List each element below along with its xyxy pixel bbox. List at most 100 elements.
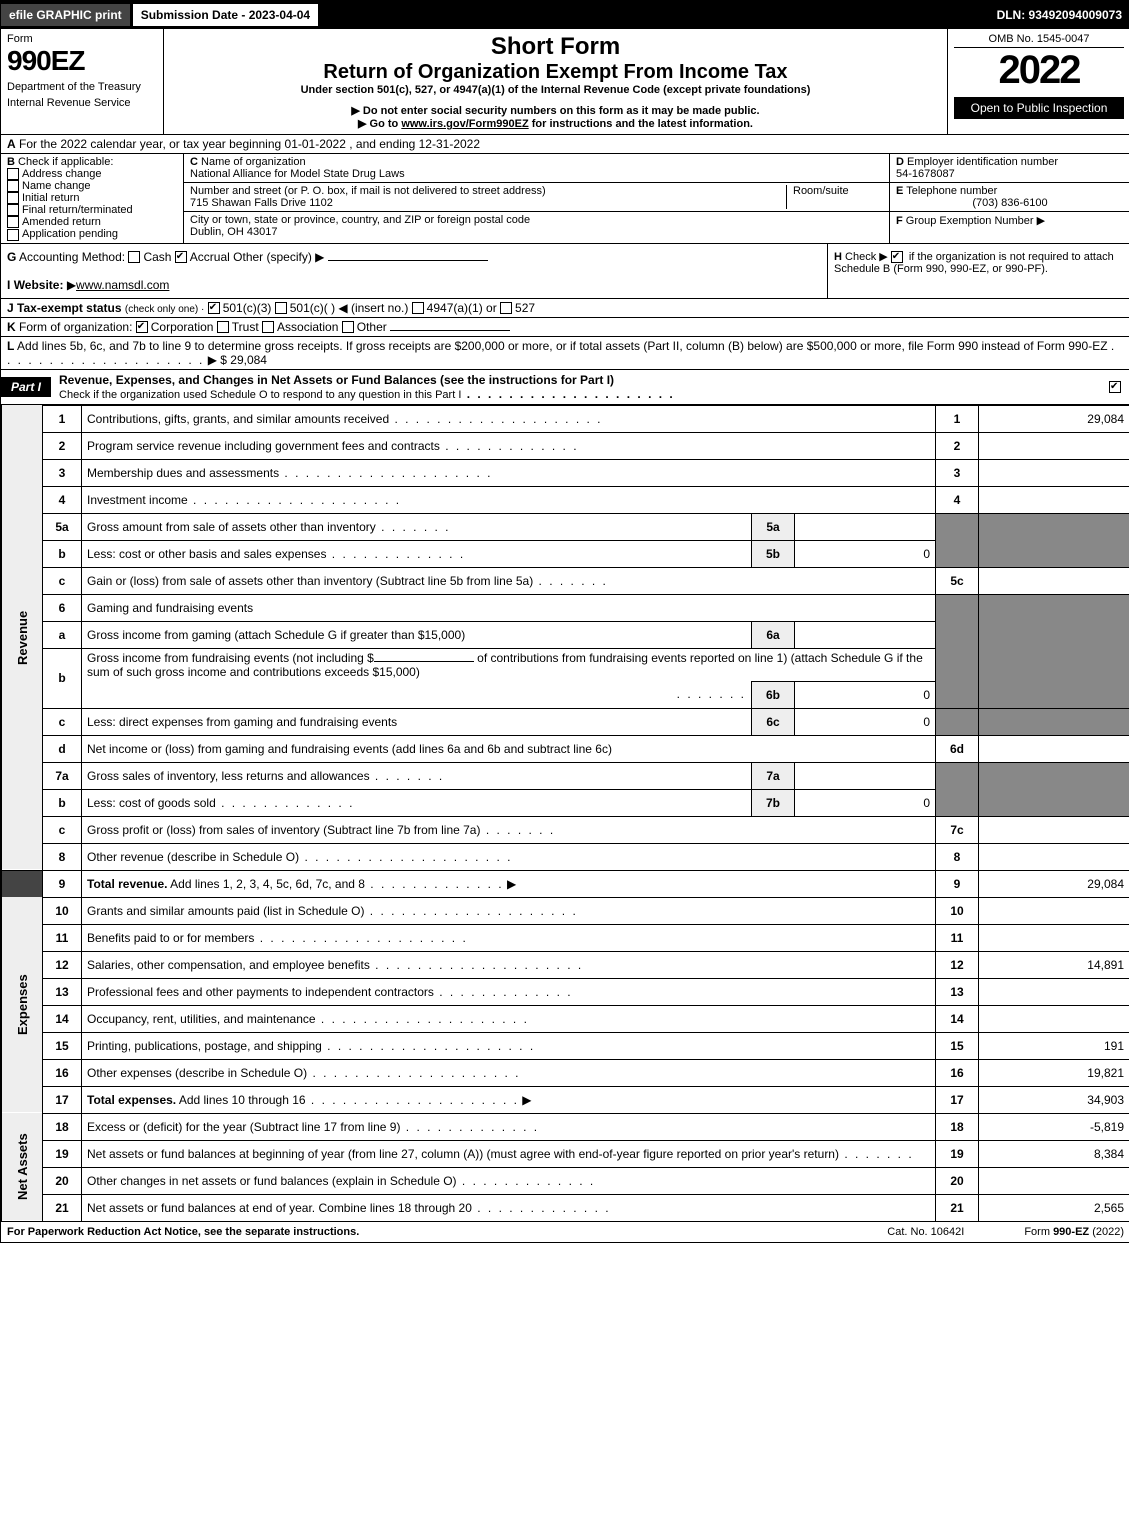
chk-accrual[interactable] — [175, 251, 187, 263]
chk-trust[interactable] — [217, 321, 229, 333]
ln6d-ref: 6d — [936, 735, 979, 762]
other-org-field[interactable] — [390, 330, 510, 331]
h-check-text: Check ▶ — [845, 251, 888, 263]
ln6c-sub: 6c — [752, 708, 795, 735]
chk-name-change[interactable] — [7, 180, 19, 192]
ln16-num: 16 — [43, 1059, 82, 1086]
ln7c-num: c — [43, 816, 82, 843]
ln5c-ref: 5c — [936, 567, 979, 594]
ln21-amt: 2,565 — [979, 1194, 1129, 1221]
ln18-num: 18 — [43, 1113, 82, 1140]
ln6b-desc1: Gross income from fundraising events (no… — [82, 648, 936, 681]
ln13-ref: 13 — [936, 978, 979, 1005]
j-label: Tax-exempt status — [17, 301, 121, 315]
form-label: Form — [7, 33, 157, 45]
ln7c-ref: 7c — [936, 816, 979, 843]
chk-initial-return[interactable] — [7, 192, 19, 204]
footer-right: Form 990-EZ (2022) — [1024, 1226, 1124, 1238]
website-link[interactable]: www.namsdl.com — [76, 278, 169, 292]
ln5c-num: c — [43, 567, 82, 594]
chk-schedule-o[interactable] — [1109, 381, 1121, 393]
ln10-desc: Grants and similar amounts paid (list in… — [82, 897, 936, 924]
goto-instructions: Go to www.irs.gov/Form990EZ for instruct… — [170, 117, 941, 130]
chk-assoc[interactable] — [262, 321, 274, 333]
chk-address-change[interactable] — [7, 168, 19, 180]
ln11-num: 11 — [43, 924, 82, 951]
ln5c-amt — [979, 567, 1129, 594]
ln7b-val: 0 — [795, 789, 936, 816]
ln7a-val — [795, 762, 936, 789]
chk-other-org[interactable] — [342, 321, 354, 333]
k-trust: Trust — [232, 320, 259, 334]
chk-corp[interactable] — [136, 321, 148, 333]
ln8-num: 8 — [43, 843, 82, 870]
section-bcdef: B Check if applicable: Address change Na… — [1, 154, 1129, 244]
chk-4947[interactable] — [412, 302, 424, 314]
j-527: 527 — [515, 301, 535, 315]
ln16-amt: 19,821 — [979, 1059, 1129, 1086]
row-k: K Form of organization: Corporation Trus… — [1, 318, 1129, 337]
chk-cash[interactable] — [128, 251, 140, 263]
ln5a-val — [795, 513, 936, 540]
ln5a-num: 5a — [43, 513, 82, 540]
ln3-desc: Membership dues and assessments — [82, 459, 936, 486]
ln6-grey — [936, 594, 979, 708]
l-amount: $ 29,084 — [220, 353, 267, 367]
ln6-grey-amt — [979, 594, 1129, 708]
ln11-amt — [979, 924, 1129, 951]
b-item-0: Address change — [22, 168, 102, 180]
chk-final-return[interactable] — [7, 204, 19, 216]
ln21-desc: Net assets or fund balances at end of ye… — [82, 1194, 936, 1221]
chk-schedule-b[interactable] — [891, 251, 903, 263]
ln2-ref: 2 — [936, 432, 979, 459]
ln6-desc: Gaming and fundraising events — [82, 594, 936, 621]
ln20-ref: 20 — [936, 1167, 979, 1194]
chk-501c[interactable] — [275, 302, 287, 314]
ln4-ref: 4 — [936, 486, 979, 513]
c-street-cell: Number and street (or P. O. box, if mail… — [184, 183, 889, 212]
ln14-desc: Occupancy, rent, utilities, and maintena… — [82, 1005, 936, 1032]
ln16-desc: Other expenses (describe in Schedule O) — [82, 1059, 936, 1086]
ln19-ref: 19 — [936, 1140, 979, 1167]
chk-527[interactable] — [500, 302, 512, 314]
ln6a-val — [795, 621, 936, 648]
ln2-num: 2 — [43, 432, 82, 459]
ln4-amt — [979, 486, 1129, 513]
part-i-title-text: Revenue, Expenses, and Changes in Net As… — [59, 373, 614, 387]
tax-year: 2022 — [954, 48, 1124, 93]
b-item-5: Application pending — [22, 228, 118, 240]
f-label: Group Exemption Number — [906, 215, 1034, 227]
ln20-num: 20 — [43, 1167, 82, 1194]
ln16-ref: 16 — [936, 1059, 979, 1086]
b-item-4: Amended return — [22, 216, 101, 228]
period-text: For the 2022 calendar year, or tax year … — [19, 137, 480, 151]
ln9-desc: Total revenue. Add lines 1, 2, 3, 4, 5c,… — [82, 870, 936, 897]
efile-label[interactable]: efile GRAPHIC print — [1, 4, 130, 26]
ln18-amt: -5,819 — [979, 1113, 1129, 1140]
ln6b-num: b — [43, 648, 82, 708]
ln5b-val: 0 — [795, 540, 936, 567]
j-501c3: 501(c)(3) — [223, 301, 272, 315]
chk-amended[interactable] — [7, 216, 19, 228]
ln6b-val: 0 — [795, 681, 936, 708]
b-item-1: Name change — [22, 180, 91, 192]
ln2-desc: Program service revenue including govern… — [82, 432, 936, 459]
ln1-desc: Contributions, gifts, grants, and simila… — [82, 405, 936, 432]
chk-pending[interactable] — [7, 229, 19, 241]
ln7a-sub: 7a — [752, 762, 795, 789]
h-cell: H Check ▶ if the organization is not req… — [827, 244, 1129, 298]
c-name-cell: C Name of organization National Alliance… — [184, 154, 889, 183]
chk-501c3[interactable] — [208, 302, 220, 314]
ln19-amt: 8,384 — [979, 1140, 1129, 1167]
other-specify-field[interactable] — [328, 260, 488, 261]
row-a: A For the 2022 calendar year, or tax yea… — [1, 135, 1129, 154]
irs-link[interactable]: www.irs.gov/Form990EZ — [401, 118, 528, 130]
ln13-amt — [979, 978, 1129, 1005]
side-gap1 — [2, 870, 43, 897]
part-i-header: Part I Revenue, Expenses, and Changes in… — [1, 370, 1129, 405]
room-label: Room/suite — [787, 185, 883, 209]
header-center: Short Form Return of Organization Exempt… — [164, 29, 948, 134]
fundraising-contrib-field[interactable] — [374, 661, 474, 662]
part-i-subtitle: Check if the organization used Schedule … — [59, 389, 461, 401]
ln15-amt: 191 — [979, 1032, 1129, 1059]
